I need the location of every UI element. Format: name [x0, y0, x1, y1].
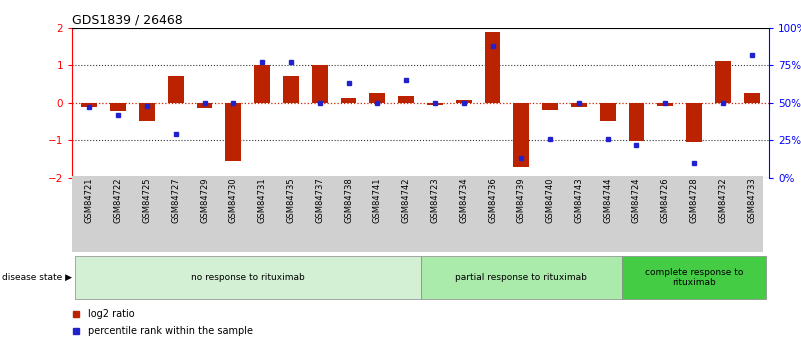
Bar: [571, 103, 587, 107]
Text: GSM84728: GSM84728: [690, 177, 698, 223]
Bar: [686, 103, 702, 142]
Bar: [421, 256, 622, 299]
Bar: [744, 93, 759, 103]
Text: GSM84721: GSM84721: [85, 177, 94, 223]
Bar: [340, 98, 356, 103]
Text: GSM84744: GSM84744: [603, 177, 612, 223]
Bar: [225, 103, 241, 161]
Bar: [456, 100, 472, 103]
Text: GSM84741: GSM84741: [372, 177, 382, 223]
Bar: [254, 65, 270, 103]
Text: GSM84739: GSM84739: [517, 177, 525, 223]
Bar: [82, 103, 97, 107]
Bar: [513, 103, 529, 167]
Text: GSM84733: GSM84733: [747, 177, 756, 223]
Text: GSM84742: GSM84742: [401, 177, 411, 223]
Bar: [398, 96, 414, 103]
Bar: [168, 76, 183, 103]
Bar: [542, 103, 558, 110]
Bar: [312, 65, 328, 103]
Bar: [622, 256, 766, 299]
Text: partial response to rituximab: partial response to rituximab: [456, 273, 587, 282]
Bar: [427, 103, 443, 105]
Bar: [369, 93, 385, 103]
Text: GSM84722: GSM84722: [114, 177, 123, 223]
Text: GSM84724: GSM84724: [632, 177, 641, 223]
Bar: [629, 103, 645, 141]
Text: GSM84729: GSM84729: [200, 177, 209, 223]
Text: GSM84737: GSM84737: [316, 177, 324, 223]
Bar: [600, 103, 616, 121]
Text: GSM84740: GSM84740: [545, 177, 554, 223]
Text: GSM84738: GSM84738: [344, 177, 353, 223]
Bar: [111, 103, 126, 111]
Bar: [75, 256, 421, 299]
Text: percentile rank within the sample: percentile rank within the sample: [88, 326, 253, 336]
Bar: [658, 103, 673, 106]
Text: GDS1839 / 26468: GDS1839 / 26468: [72, 14, 183, 27]
Bar: [715, 61, 731, 103]
Text: GSM84726: GSM84726: [661, 177, 670, 223]
Text: GSM84734: GSM84734: [459, 177, 469, 223]
Text: disease state ▶: disease state ▶: [2, 273, 71, 282]
Bar: [139, 103, 155, 121]
Text: GSM84730: GSM84730: [229, 177, 238, 223]
Text: GSM84736: GSM84736: [488, 177, 497, 223]
Text: GSM84727: GSM84727: [171, 177, 180, 223]
Bar: [485, 32, 501, 103]
Text: GSM84725: GSM84725: [143, 177, 151, 223]
Text: complete response to
rituximab: complete response to rituximab: [645, 268, 743, 287]
Bar: [196, 103, 212, 108]
Bar: [283, 76, 299, 103]
Text: GSM84732: GSM84732: [718, 177, 727, 223]
Text: GSM84743: GSM84743: [574, 177, 583, 223]
Text: GSM84723: GSM84723: [430, 177, 440, 223]
Text: GSM84731: GSM84731: [258, 177, 267, 223]
Text: GSM84735: GSM84735: [287, 177, 296, 223]
Text: log2 ratio: log2 ratio: [88, 309, 135, 319]
Text: no response to rituximab: no response to rituximab: [191, 273, 304, 282]
